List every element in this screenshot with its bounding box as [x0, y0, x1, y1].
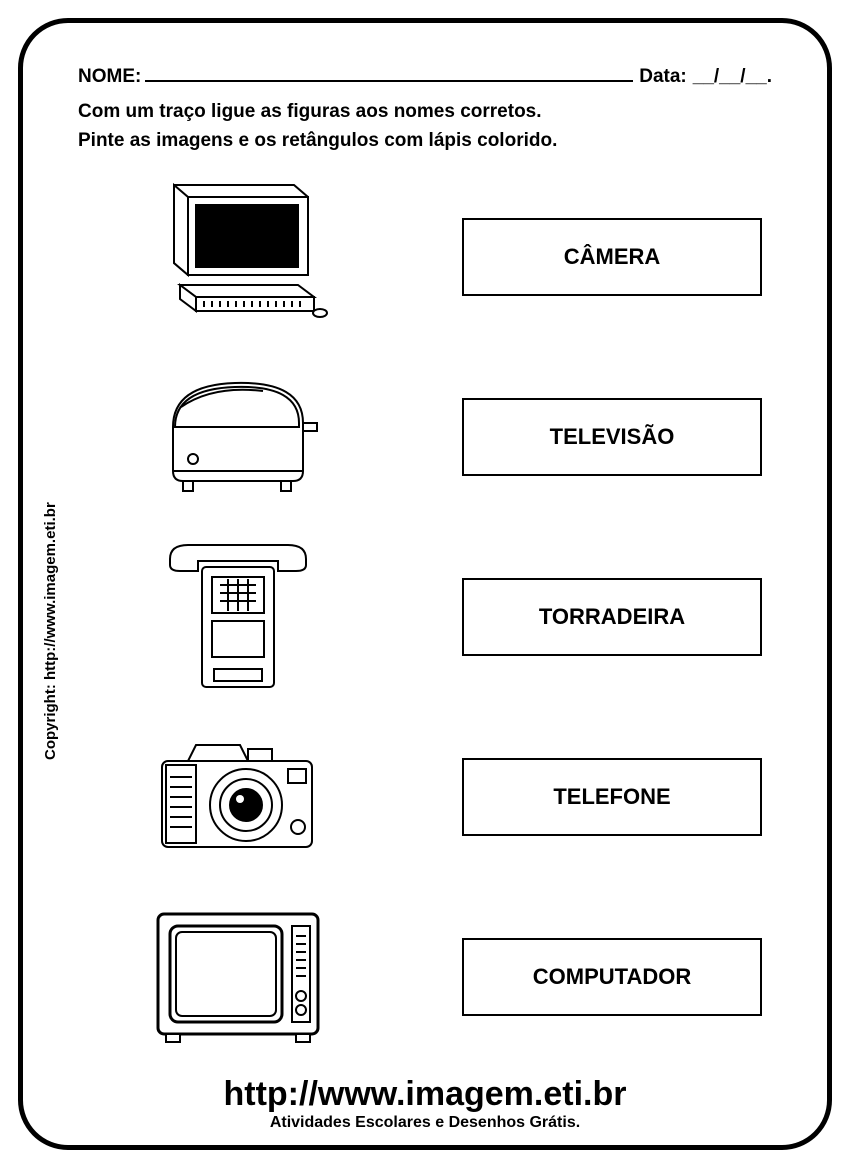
telephone-icon: [108, 537, 368, 697]
word-1: CÂMERA: [564, 244, 661, 270]
name-blank[interactable]: [145, 63, 633, 82]
header-line: NOME: Data: __/__/__.: [78, 63, 772, 88]
word-box-1: CÂMERA: [462, 218, 762, 296]
word-box-4: TELEFONE: [462, 758, 762, 836]
word-3: TORRADEIRA: [539, 604, 685, 630]
word-box-2: TELEVISÃO: [462, 398, 762, 476]
instruction-line-2: Pinte as imagens e os retângulos com láp…: [78, 127, 772, 156]
matching-rows: CÂMERA TE: [78, 177, 772, 1057]
instruction-line-1: Com um traço ligue as figuras aos nomes …: [78, 98, 772, 127]
copyright-text: Copyright: http://www.imagem.eti.br: [42, 502, 59, 760]
instructions: Com um traço ligue as figuras aos nomes …: [78, 98, 772, 155]
computer-icon: [108, 177, 368, 337]
word-5: COMPUTADOR: [533, 964, 691, 990]
word-box-5: COMPUTADOR: [462, 938, 762, 1016]
row-3: TORRADEIRA: [78, 537, 772, 697]
word-4: TELEFONE: [553, 784, 670, 810]
word-box-3: TORRADEIRA: [462, 578, 762, 656]
date-label: Data:: [639, 66, 687, 88]
page-frame: NOME: Data: __/__/__. Com um traço ligue…: [18, 18, 832, 1150]
toaster-icon: [108, 357, 368, 517]
word-2: TELEVISÃO: [550, 424, 675, 450]
camera-icon: [108, 717, 368, 877]
footer-subtitle: Atividades Escolares e Desenhos Grátis.: [78, 1114, 772, 1132]
date-blank[interactable]: __/__/__.: [693, 66, 772, 88]
name-label: NOME:: [78, 66, 141, 88]
row-5: COMPUTADOR: [78, 897, 772, 1057]
row-4: TELEFONE: [78, 717, 772, 877]
footer: http://www.imagem.eti.br Atividades Esco…: [78, 1075, 772, 1132]
row-2: TELEVISÃO: [78, 357, 772, 517]
footer-url: http://www.imagem.eti.br: [78, 1075, 772, 1114]
television-icon: [108, 897, 368, 1057]
row-1: CÂMERA: [78, 177, 772, 337]
